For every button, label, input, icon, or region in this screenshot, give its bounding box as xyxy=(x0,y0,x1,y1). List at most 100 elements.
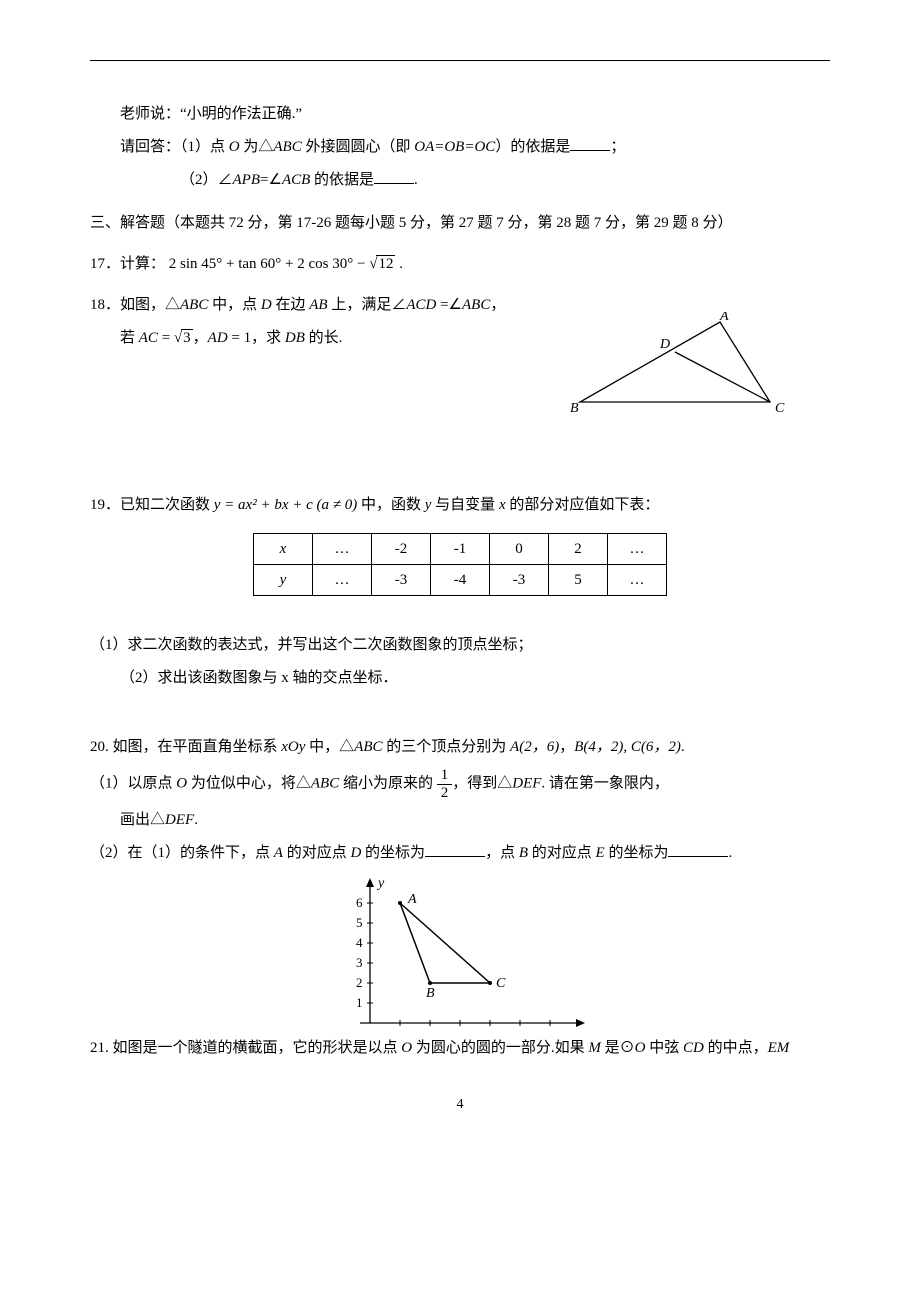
var-DEF: DEF xyxy=(512,775,541,791)
cell: -4 xyxy=(431,565,490,596)
text: （2）∠ xyxy=(180,172,233,188)
text: 若 xyxy=(120,330,139,346)
period: . xyxy=(414,172,418,188)
text: ，点 xyxy=(485,845,519,861)
var-APB: APB xyxy=(233,172,261,188)
var-DB: DB xyxy=(285,330,305,346)
var-AB: AB xyxy=(309,297,327,313)
q21: 21. 如图是一个隧道的横截面，它的形状是以点 O 为圆心的圆的一部分.如果 M… xyxy=(90,1035,830,1062)
q17: 17．计算： 2 sin 45° + tan 60° + 2 cos 30° −… xyxy=(90,251,830,278)
q20-line1: 20. 如图，在平面直角坐标系 xOy 中，△ABC 的三个顶点分别为 A(2，… xyxy=(90,734,830,761)
formula-text: y = ax² + bx + c (a ≠ 0) xyxy=(214,497,357,513)
teacher-line: 老师说：“小明的作法正确.” xyxy=(90,101,830,128)
var-DEF: DEF xyxy=(165,812,194,828)
cell: -2 xyxy=(372,534,431,565)
text: 与自变量 xyxy=(431,497,499,513)
spacer xyxy=(90,698,830,728)
q18: 18．如图，△ABC 中，点 D 在边 AB 上，满足∠ACD =∠ABC， 若… xyxy=(90,292,830,478)
var-E: E xyxy=(596,845,605,861)
answer-line-1: 请回答：（1）点 O 为△ABC 外接圆圆心（即 OA=OB=OC）的依据是； xyxy=(90,134,830,161)
q17-lead: 17．计算： xyxy=(90,256,165,272)
text: 为△ xyxy=(240,139,274,155)
q19-sub1: （1）求二次函数的表达式，并写出这个二次函数图象的顶点坐标； xyxy=(90,632,830,659)
text: . 请在第一象限内， xyxy=(541,775,669,791)
text: 的坐标为 xyxy=(361,845,425,861)
cell: x xyxy=(254,534,313,565)
text: ）的依据是 xyxy=(495,139,570,155)
var-D: D xyxy=(350,845,361,861)
cell: y xyxy=(254,565,313,596)
top-rule xyxy=(90,60,830,61)
text: 的依据是 xyxy=(310,172,374,188)
period: . xyxy=(728,845,732,861)
label-A: A xyxy=(719,312,729,324)
label-B: B xyxy=(426,986,435,1001)
var-ABC: ABC xyxy=(180,297,208,313)
radicand: 12 xyxy=(376,255,395,272)
var-CD: CD xyxy=(683,1040,704,1056)
cell: … xyxy=(313,534,372,565)
comma: ， xyxy=(490,297,505,313)
den: 2 xyxy=(437,785,453,802)
text: 的坐标为 xyxy=(605,845,669,861)
var-ACD: ACD xyxy=(406,297,436,313)
text: =∠ xyxy=(436,297,462,313)
spacer xyxy=(90,606,830,626)
B42: B(4，2) xyxy=(574,739,623,755)
section-3-title: 三、解答题（本题共 72 分，第 17-26 题每小题 5 分，第 27 题 7… xyxy=(90,210,830,237)
var-O: O xyxy=(635,1040,646,1056)
q19-formula: y = ax² + bx + c (a ≠ 0) xyxy=(214,497,357,513)
text: ， xyxy=(193,330,208,346)
tick-1: 1 xyxy=(356,995,363,1010)
text: 为圆心的圆的一部分.如果 xyxy=(412,1040,588,1056)
text: 中，函数 xyxy=(361,497,425,513)
tick-4: 4 xyxy=(356,935,363,950)
text: 上，满足∠ xyxy=(328,297,407,313)
text: （2）在（1）的条件下，点 xyxy=(90,845,274,861)
label-y-axis: y xyxy=(376,876,385,891)
sqrt-icon: √12 xyxy=(369,251,395,278)
blank xyxy=(570,135,610,151)
label-A: A xyxy=(407,892,417,907)
var-O: O xyxy=(401,1040,412,1056)
text: 缩小为原来的 xyxy=(339,775,437,791)
blank xyxy=(425,841,485,857)
text: 的中点， xyxy=(704,1040,768,1056)
q20-sub1-cont: 画出△DEF. xyxy=(90,807,830,834)
var-ABC: ABC xyxy=(311,775,339,791)
tick-6: 6 xyxy=(356,895,363,910)
var-ABC: ABC xyxy=(354,739,382,755)
text: 画出△ xyxy=(120,812,165,828)
text: 19．已知二次函数 xyxy=(90,497,214,513)
var-O: O xyxy=(176,775,187,791)
page-number: 4 xyxy=(90,1092,830,1117)
cell: 5 xyxy=(549,565,608,596)
text: 外接圆圆心（即 xyxy=(302,139,415,155)
var-x: x xyxy=(499,497,506,513)
tick-5: 5 xyxy=(356,915,363,930)
var-ABC2: ABC xyxy=(462,297,490,313)
cell: -3 xyxy=(490,565,549,596)
C62: C(6，2) xyxy=(631,739,681,755)
tick-2: 2 xyxy=(356,975,363,990)
q17-f-a: 2 sin 45° + tan 60° + 2 cos 30° − xyxy=(169,256,369,272)
q18-figure: A B C D xyxy=(570,312,790,422)
text: 的对应点 xyxy=(283,845,351,861)
text: = 1，求 xyxy=(228,330,285,346)
var-xOy: xOy xyxy=(281,739,305,755)
text: （1）以原点 xyxy=(90,775,176,791)
page: 老师说：“小明的作法正确.” 请回答：（1）点 O 为△ABC 外接圆圆心（即 … xyxy=(0,0,920,1157)
table-row: y … -3 -4 -3 5 … xyxy=(254,565,667,596)
semicolon: ； xyxy=(610,139,625,155)
label-C: C xyxy=(496,976,506,991)
text: 的长. xyxy=(305,330,343,346)
period: . xyxy=(194,812,198,828)
text: 为位似中心，将△ xyxy=(187,775,311,791)
text: 的部分对应值如下表： xyxy=(506,497,660,513)
cell: -1 xyxy=(431,534,490,565)
q20-sub1: （1）以原点 O 为位似中心，将△ABC 缩小为原来的 12，得到△DEF. 请… xyxy=(90,767,830,801)
text: =∠ xyxy=(260,172,282,188)
label-B: B xyxy=(570,401,579,416)
var-ABC: ABC xyxy=(273,139,301,155)
q20-figure: y 1 2 3 4 5 6 A B C xyxy=(330,873,590,1043)
